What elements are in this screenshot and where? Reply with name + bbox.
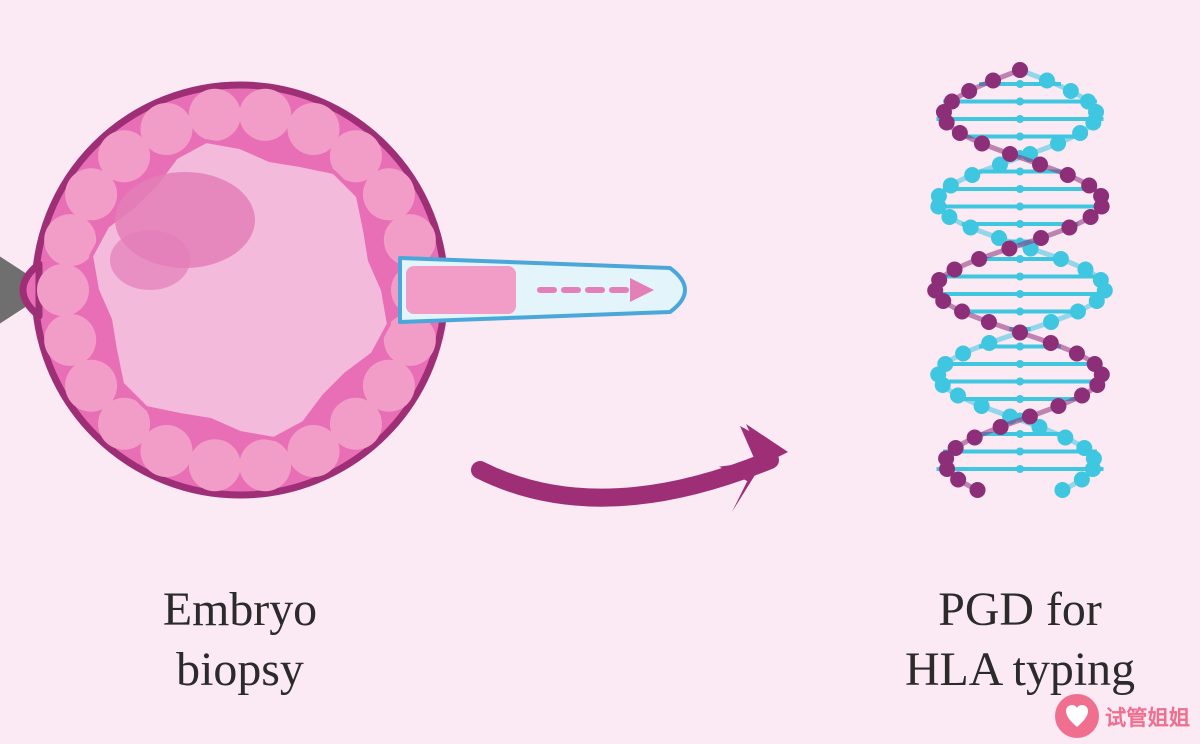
label-line: Embryo [40, 580, 440, 640]
watermark-text: 试管姐姐 [1105, 701, 1190, 732]
label-line: HLA typing [820, 640, 1200, 700]
watermark: 试管姐姐 [1055, 694, 1190, 738]
label-embryo-biopsy: Embryo biopsy [40, 580, 440, 700]
dna-helix [927, 62, 1113, 498]
label-pgd-hla: PGD for HLA typing [820, 580, 1200, 700]
diagram-canvas: Embryo biopsy PGD for HLA typing 试管姐姐 [0, 0, 1200, 744]
embryo [23, 85, 445, 495]
flow-arrow [480, 424, 788, 512]
watermark-icon [1055, 694, 1099, 738]
label-line: biopsy [40, 640, 440, 700]
biopsy-pipette [400, 258, 685, 322]
label-line: PGD for [820, 580, 1200, 640]
